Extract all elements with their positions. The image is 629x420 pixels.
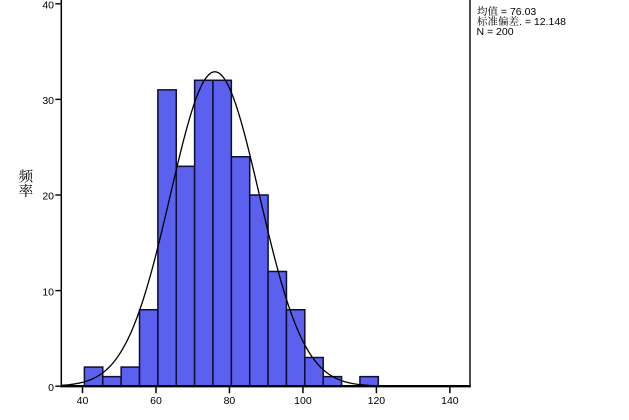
svg-text:40: 40 <box>42 0 54 12</box>
svg-text:120: 120 <box>368 395 386 407</box>
svg-text:30: 30 <box>42 95 54 107</box>
svg-text:40: 40 <box>77 395 89 407</box>
svg-text:100: 100 <box>294 395 312 407</box>
svg-text:10: 10 <box>42 286 54 298</box>
svg-text:20: 20 <box>42 191 54 203</box>
svg-text:140: 140 <box>441 395 459 407</box>
svg-text:60: 60 <box>150 395 162 407</box>
svg-text:0: 0 <box>48 382 54 394</box>
svg-text:. = 12.148: . = 12.148 <box>519 16 566 28</box>
svg-text:N = 200: N = 200 <box>477 26 514 38</box>
svg-text:= 76.03: = 76.03 <box>498 6 536 18</box>
svg-text:80: 80 <box>224 395 236 407</box>
